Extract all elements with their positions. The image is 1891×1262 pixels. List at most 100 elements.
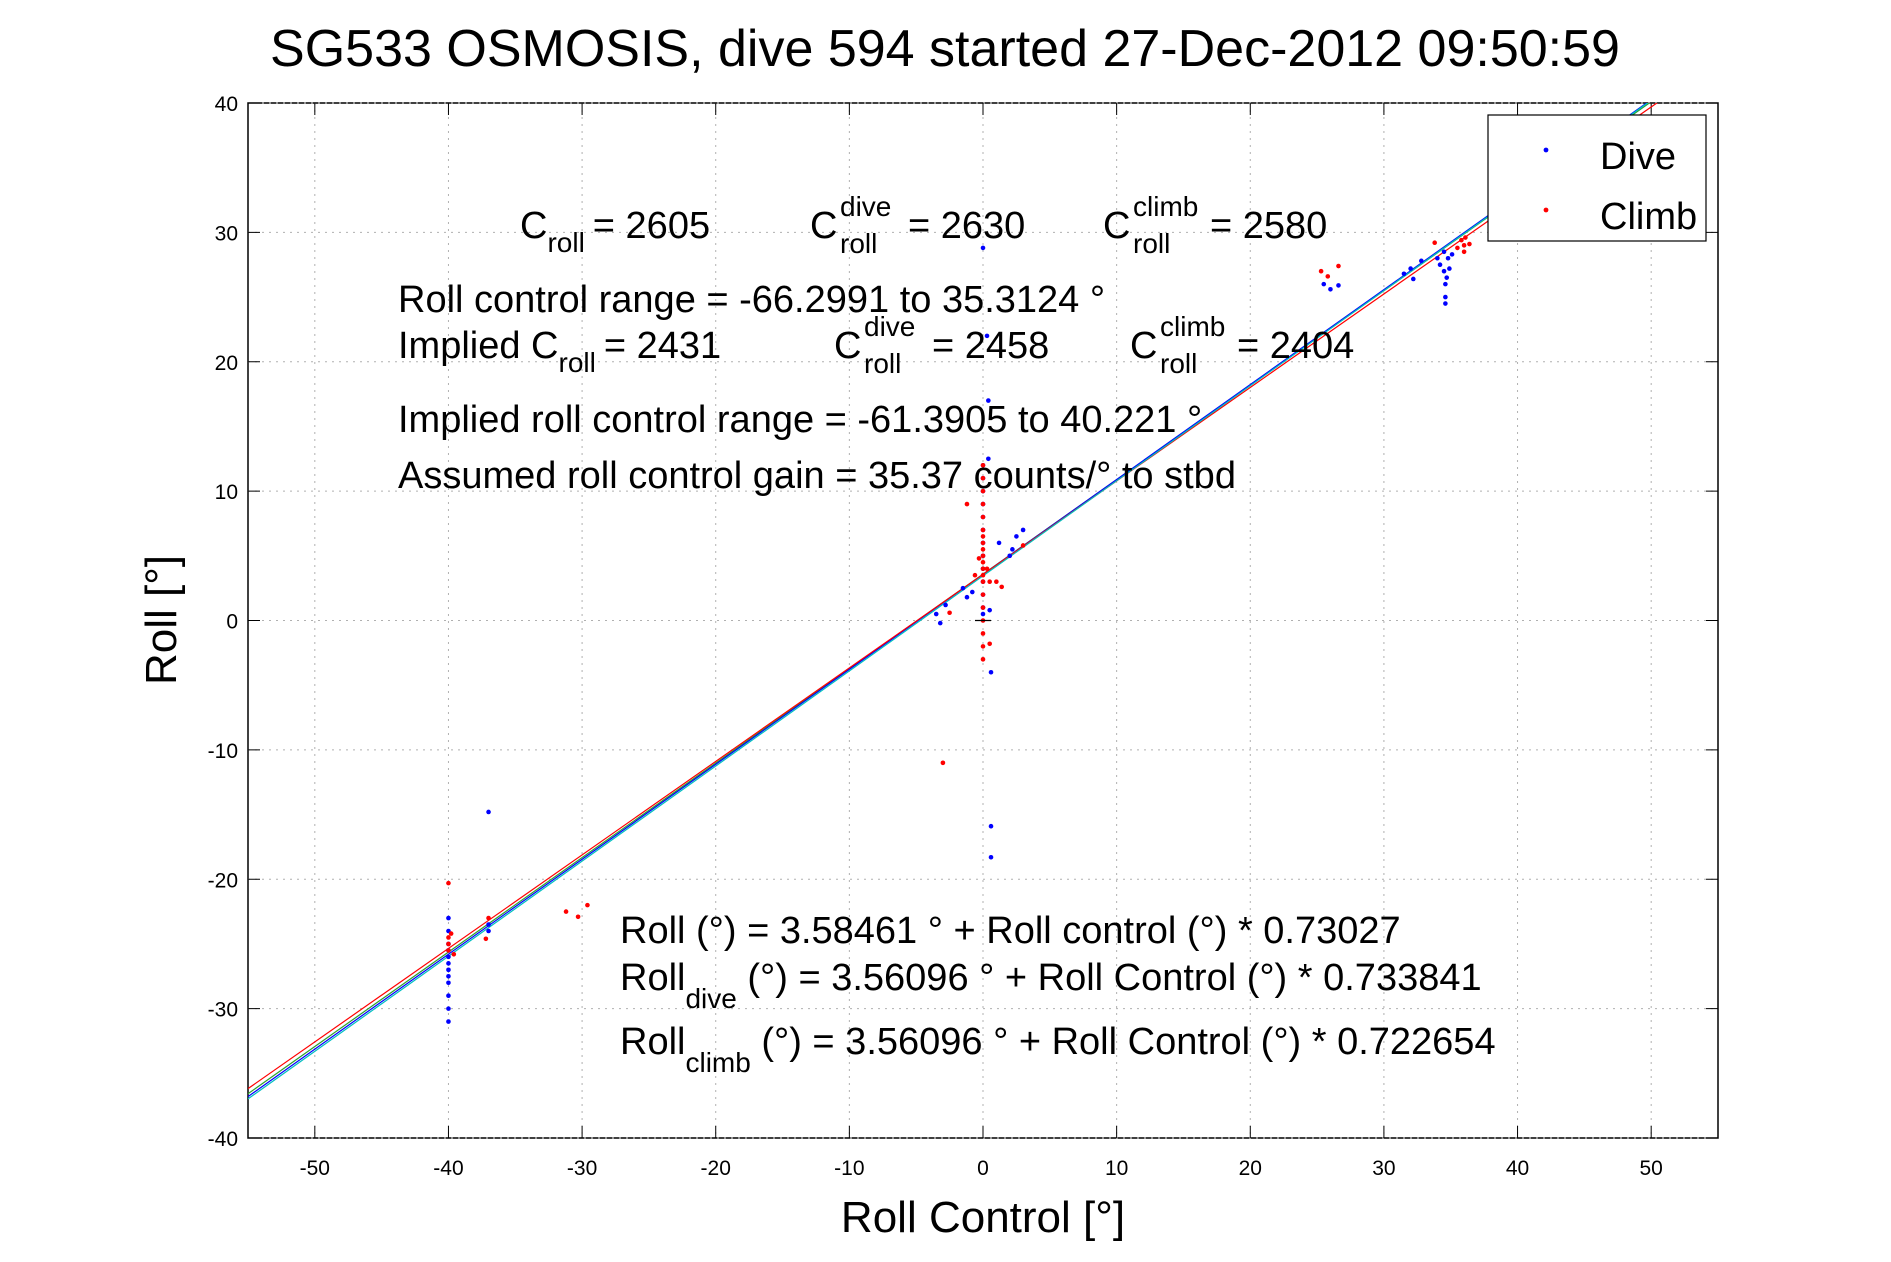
dive-point [986,398,991,403]
climb-point [980,547,986,552]
climb-point [1461,243,1467,248]
dive-point [980,611,986,617]
climb-point [483,936,489,942]
climb-point [980,566,986,572]
dive-point [446,961,451,966]
data-points [446,235,1472,1024]
c-roll-dive-annotation: C [810,205,837,247]
legend-marker-dive [1543,147,1549,153]
climb-point [980,579,986,584]
climb-point [980,631,986,636]
implied-c-roll-dive-sub: roll [864,348,901,379]
x-tick-label: 30 [1372,1157,1395,1180]
y-tick-label: -20 [208,869,238,892]
dive-point [446,973,451,979]
y-tick-label: -40 [208,1128,238,1151]
dive-point [1449,252,1455,257]
x-tick-label: 10 [1105,1157,1128,1180]
dive-point [1321,281,1327,287]
climb-point [1461,249,1467,255]
dive-point [943,602,948,608]
roll-control-range: Roll control range = -66.2991 to 35.3124… [398,279,1105,321]
dive-point [1020,527,1026,533]
climb-point [575,914,581,920]
dive-point [1441,249,1447,255]
dive-point [486,928,491,934]
x-tick-label: 50 [1640,1157,1663,1180]
x-tick-label: -50 [300,1157,330,1180]
climb-point [1020,543,1026,548]
dive-point [1435,255,1440,261]
dive-point [1444,275,1450,280]
climb-point [446,948,451,953]
climb-point [585,902,590,908]
dive-point [446,954,451,960]
climb-point [987,641,992,647]
x-tick-label: 20 [1239,1157,1262,1180]
implied-c-roll-climb: C [1130,325,1157,367]
fit-dive-equation: Rolldive (°) = 3.56096 ° + Roll Control … [620,957,1482,1014]
climb-point [980,572,986,578]
c-roll-dive-sup: dive [840,191,891,222]
climb-point [947,610,952,616]
climb-point [984,566,990,572]
dive-point [996,540,1002,546]
climb-point [976,556,982,561]
dive-point [1408,266,1413,271]
climb-point [1318,268,1324,274]
c-roll-climb-value: = 2580 [1210,205,1327,247]
climb-point [980,488,986,494]
climb-point [972,572,978,578]
dive-point [446,967,451,973]
climb-point [448,931,454,936]
legend-marker-climb [1543,207,1549,213]
dive-point [446,1006,451,1011]
y-tick-label: 0 [226,611,238,634]
dive-point [1336,283,1341,288]
c-roll-climb-sub: roll [1133,228,1170,259]
legend: Dive Climb [1487,114,1707,242]
climb-point [1336,263,1341,269]
climb-point [980,462,986,468]
dive-point [446,993,451,998]
dive-point [1445,255,1451,261]
dive-point [988,669,994,675]
dive-point [1007,553,1013,559]
dive-point [1014,534,1019,539]
y-axis-label: Roll [°] [137,555,186,685]
climb-point [1463,235,1468,240]
climb-point [980,534,986,539]
y-tick-label: 20 [215,352,238,375]
climb-point [446,941,451,947]
dive-point [1447,266,1452,271]
dive-point [1328,287,1333,292]
implied-c-roll-climb-sub: roll [1160,348,1197,379]
climb-point [563,909,569,914]
y-tick-label: 10 [215,481,238,504]
y-tick-label: -10 [208,740,238,763]
climb-point [940,760,946,766]
dive-point [1437,262,1443,268]
dive-point [984,333,990,339]
dive-point [986,456,991,462]
climb-point [980,657,986,662]
climb-point [980,540,986,546]
implied-c-roll-dive: C [834,325,861,367]
fit-all-equation: Roll (°) = 3.58461 ° + Roll control (°) … [620,910,1401,952]
dive-point [1010,547,1015,552]
dive-point [1419,258,1424,264]
climb-point [980,501,986,507]
implied-range: Implied roll control range = -61.3905 to… [398,399,1202,441]
series-climb [446,235,1472,957]
dive-point [446,915,451,921]
x-tick-label: -20 [701,1157,731,1180]
dive-point [987,607,992,613]
dive-point [486,809,491,815]
climb-point [964,501,970,507]
fit-climb-equation: Rollclimb (°) = 3.56096 ° + Roll Control… [620,1021,1496,1078]
dive-point [937,620,943,626]
climb-point [980,559,986,565]
legend-label-dive: Dive [1600,136,1676,178]
x-tick-label: 0 [977,1157,989,1180]
